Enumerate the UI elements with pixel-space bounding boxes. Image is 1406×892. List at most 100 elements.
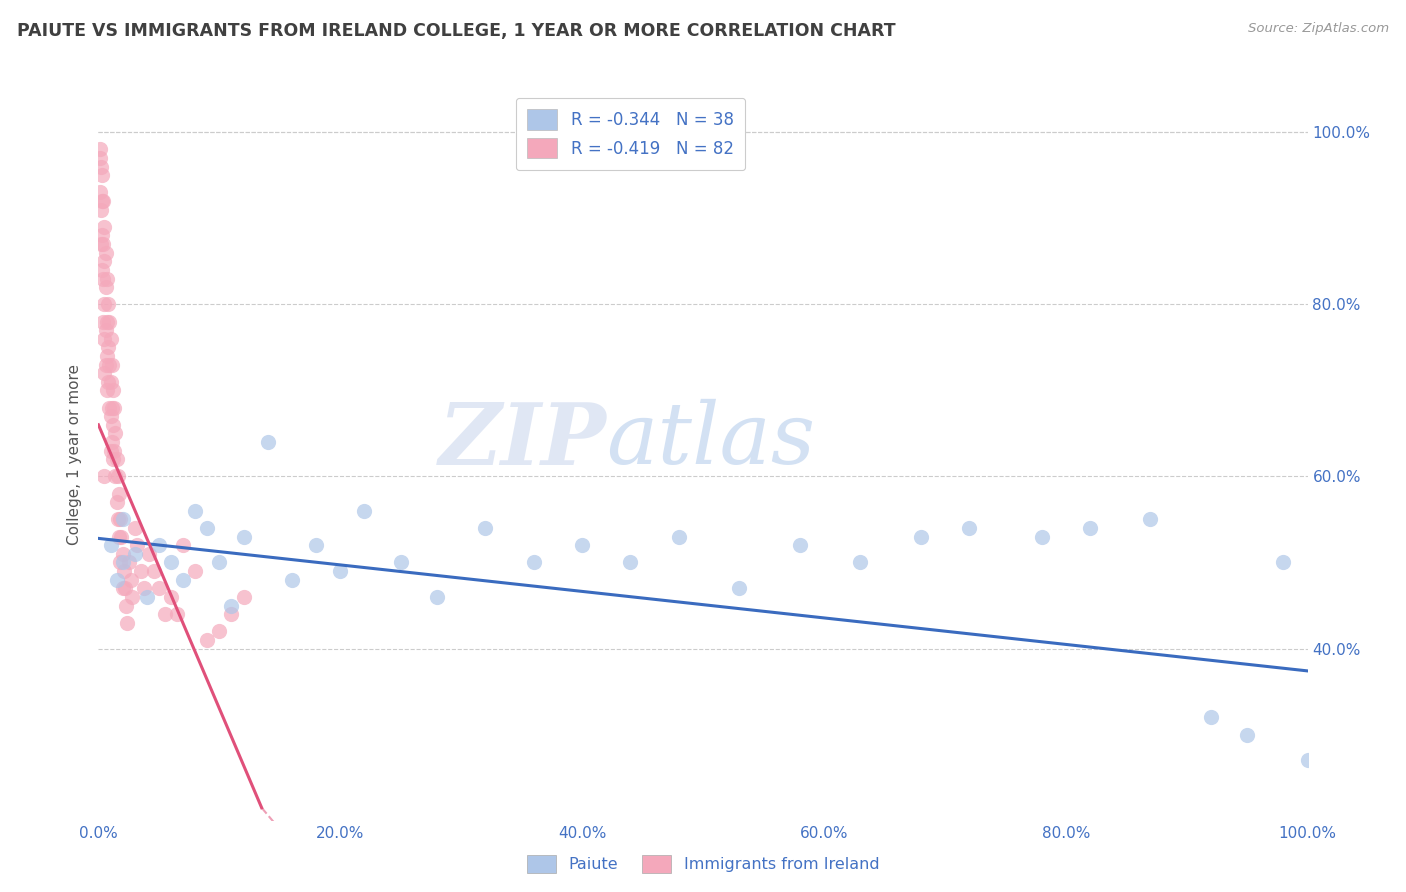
Point	[138, 547, 160, 561]
Point	[148, 582, 170, 596]
Point	[1139, 512, 1161, 526]
Point	[97, 297, 120, 311]
Point	[89, 151, 111, 165]
Point	[94, 245, 117, 260]
Point	[160, 556, 183, 570]
Point	[160, 590, 183, 604]
Point	[97, 340, 120, 354]
Point	[910, 530, 932, 544]
Point	[117, 615, 139, 630]
Point	[305, 538, 328, 552]
Point	[100, 443, 122, 458]
Point	[103, 443, 125, 458]
Point	[111, 556, 134, 570]
Point	[101, 452, 124, 467]
Point	[523, 556, 546, 570]
Point	[110, 530, 132, 544]
Point	[124, 547, 146, 561]
Point	[256, 435, 278, 450]
Point	[90, 237, 112, 252]
Point	[100, 538, 122, 552]
Point	[172, 538, 194, 552]
Point	[91, 194, 114, 208]
Point	[91, 314, 114, 328]
Point	[1296, 753, 1319, 767]
Point	[1272, 556, 1295, 570]
Point	[849, 556, 872, 570]
Point	[184, 564, 207, 578]
Point	[166, 607, 188, 621]
Text: ZIP: ZIP	[439, 399, 606, 482]
Point	[115, 599, 138, 613]
Point	[118, 556, 141, 570]
Point	[957, 521, 980, 535]
Point	[668, 530, 690, 544]
Point	[1078, 521, 1101, 535]
Point	[93, 366, 115, 380]
Point	[96, 349, 118, 363]
Point	[91, 263, 114, 277]
Text: atlas: atlas	[606, 399, 815, 482]
Point	[1236, 728, 1258, 742]
Point	[111, 512, 134, 526]
Point	[91, 271, 114, 285]
Point	[172, 573, 194, 587]
Point	[90, 160, 112, 174]
Point	[100, 435, 122, 450]
Point	[129, 564, 152, 578]
Point	[93, 469, 115, 483]
Point	[100, 401, 122, 415]
Point	[195, 632, 218, 647]
Point	[101, 417, 124, 432]
Point	[94, 358, 117, 372]
Point	[208, 556, 231, 570]
Point	[108, 486, 131, 500]
Point	[353, 504, 375, 518]
Point	[96, 314, 118, 328]
Legend: Paiute, Immigrants from Ireland: Paiute, Immigrants from Ireland	[520, 848, 886, 880]
Point	[89, 143, 111, 157]
Point	[127, 538, 149, 552]
Point	[111, 547, 134, 561]
Point	[232, 590, 254, 604]
Point	[124, 521, 146, 535]
Point	[90, 202, 112, 217]
Point	[135, 590, 157, 604]
Point	[148, 538, 170, 552]
Point	[93, 254, 115, 268]
Point	[97, 375, 120, 389]
Point	[104, 469, 127, 483]
Point	[1199, 710, 1222, 724]
Point	[389, 556, 412, 570]
Point	[100, 409, 122, 424]
Point	[143, 564, 166, 578]
Point	[1031, 530, 1053, 544]
Point	[100, 358, 122, 372]
Point	[91, 194, 114, 208]
Point	[93, 219, 115, 234]
Point	[96, 384, 118, 398]
Point	[329, 564, 352, 578]
Point	[107, 469, 129, 483]
Point	[100, 332, 122, 346]
Point	[101, 384, 124, 398]
Point	[184, 504, 207, 518]
Point	[281, 573, 304, 587]
Point	[91, 237, 114, 252]
Point	[105, 573, 128, 587]
Point	[108, 556, 131, 570]
Point	[728, 582, 751, 596]
Point	[134, 582, 156, 596]
Point	[112, 564, 135, 578]
Point	[114, 582, 136, 596]
Point	[91, 168, 114, 182]
Point	[94, 280, 117, 294]
Point	[120, 573, 142, 587]
Point	[571, 538, 593, 552]
Point	[89, 186, 111, 200]
Point	[474, 521, 496, 535]
Legend: R = -0.344   N = 38, R = -0.419   N = 82: R = -0.344 N = 38, R = -0.419 N = 82	[516, 97, 745, 169]
Point	[789, 538, 811, 552]
Point	[105, 495, 128, 509]
Text: PAIUTE VS IMMIGRANTS FROM IRELAND COLLEGE, 1 YEAR OR MORE CORRELATION CHART: PAIUTE VS IMMIGRANTS FROM IRELAND COLLEG…	[17, 22, 896, 40]
